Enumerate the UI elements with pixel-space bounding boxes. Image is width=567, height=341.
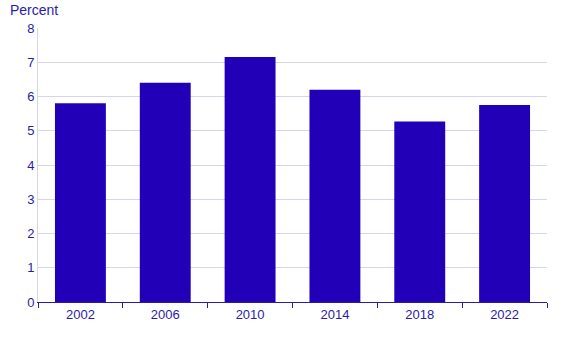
svg-text:2022: 2022: [490, 307, 519, 322]
svg-text:2002: 2002: [66, 307, 95, 322]
svg-text:1: 1: [27, 260, 34, 275]
svg-text:Percent: Percent: [10, 2, 58, 18]
svg-text:8: 8: [27, 21, 34, 36]
svg-text:2010: 2010: [236, 307, 265, 322]
svg-text:4: 4: [27, 158, 34, 173]
svg-text:2018: 2018: [405, 307, 434, 322]
svg-text:6: 6: [27, 89, 34, 104]
svg-text:0: 0: [27, 295, 34, 310]
svg-text:3: 3: [27, 192, 34, 207]
svg-text:7: 7: [27, 55, 34, 70]
svg-text:2006: 2006: [151, 307, 180, 322]
svg-text:5: 5: [27, 123, 34, 138]
svg-text:2: 2: [27, 226, 34, 241]
svg-text:2014: 2014: [320, 307, 349, 322]
